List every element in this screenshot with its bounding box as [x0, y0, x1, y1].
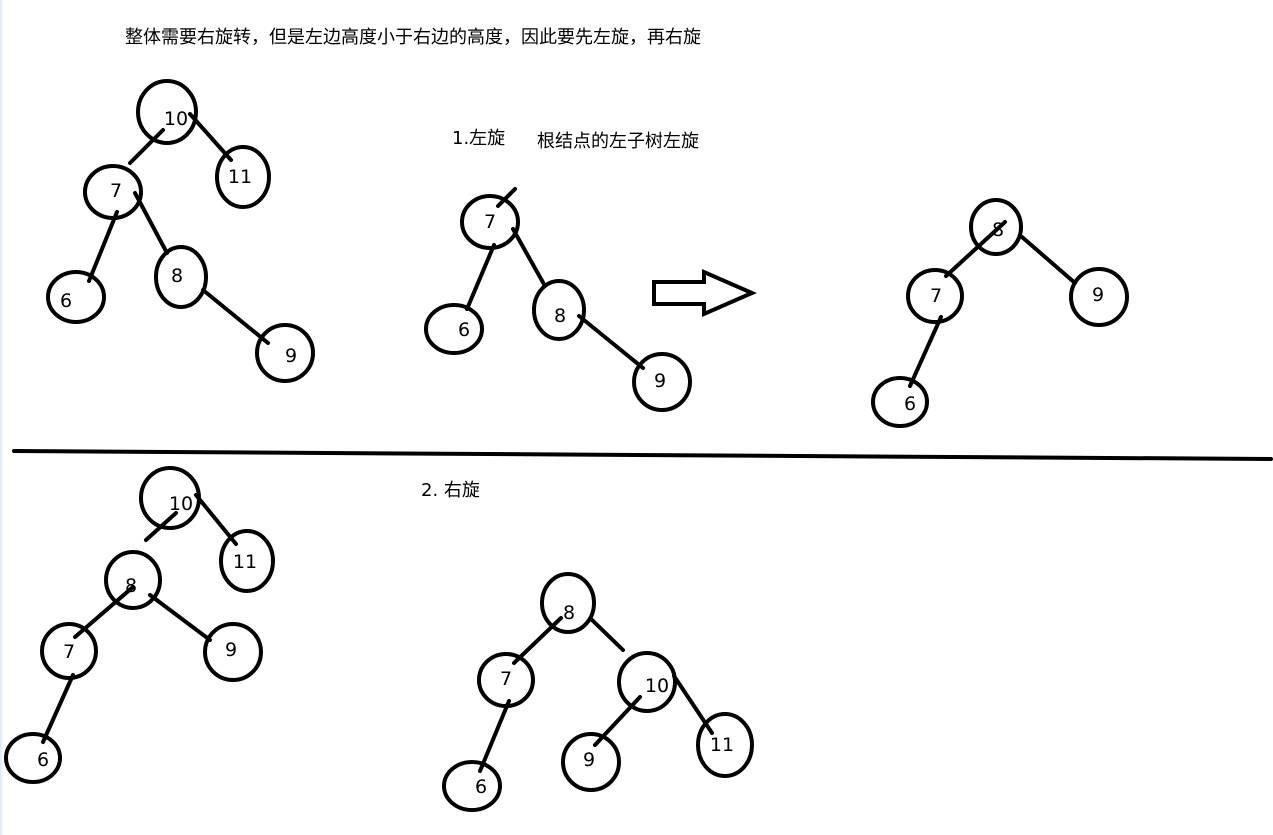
node-label: 11: [228, 166, 252, 188]
tree-edge: [577, 314, 645, 370]
node-label: 8: [554, 305, 566, 327]
tree-node: [632, 352, 692, 412]
tree-after-step1: 10 11 8 7 9 6: [4, 466, 275, 784]
node-label: 6: [475, 776, 487, 798]
node-label: 9: [583, 749, 595, 771]
node-label: 9: [225, 639, 237, 661]
node-label: 9: [654, 370, 666, 392]
tree-node: [540, 572, 596, 634]
tree-edge: [41, 673, 75, 744]
section-divider: [12, 449, 1273, 461]
node-label: 6: [60, 290, 72, 312]
step1-label: 1.左旋: [452, 128, 506, 149]
tree-node: [215, 145, 271, 209]
tree-node: [460, 194, 520, 250]
tree-node: [46, 270, 106, 324]
node-label: 11: [233, 551, 257, 573]
node-label: 9: [1092, 284, 1104, 306]
tree-node: [40, 622, 98, 680]
node-label: 7: [930, 285, 942, 307]
tree-node: [442, 760, 502, 812]
node-label: 6: [37, 749, 49, 771]
tree-final: 8 7 10 6 9 11: [442, 572, 754, 812]
tree-edge: [1020, 235, 1077, 285]
tree-node: [203, 622, 263, 682]
tree-edge: [511, 227, 547, 288]
node-label: 7: [63, 641, 75, 663]
tree-node: [139, 466, 201, 530]
page-title: 整体需要右旋转，但是左边高度小于右边的高度，因此要先左旋，再右旋: [125, 27, 701, 48]
node-label: 7: [500, 668, 512, 690]
tree-original: 10 11 7 6 8 9: [46, 79, 315, 383]
tree-node: [1069, 267, 1129, 327]
tree-node: [83, 164, 143, 220]
tree-node: [4, 732, 62, 784]
tree-left-subtree-before: 7 6 8 9: [424, 187, 692, 412]
tree-edge: [188, 112, 233, 162]
tree-node: [617, 651, 677, 713]
tree-node: [561, 732, 621, 792]
tree-edge: [465, 243, 496, 311]
tree-node: [424, 303, 484, 355]
tree-node: [104, 550, 162, 610]
tree-edge: [589, 617, 625, 652]
tree-node: [477, 652, 535, 708]
node-label: 11: [710, 734, 734, 756]
tree-edge: [87, 210, 119, 283]
node-label: 7: [110, 180, 122, 202]
tree-edge: [194, 493, 238, 546]
node-label: 10: [645, 675, 669, 697]
left-edge: [0, 0, 4, 835]
node-label: 8: [125, 575, 137, 597]
node-label: 8: [563, 602, 575, 624]
node-label: 9: [285, 345, 297, 367]
node-label: 10: [164, 108, 188, 130]
tree-node: [532, 279, 586, 341]
tree-node: [154, 245, 208, 309]
tree-edge: [128, 128, 165, 165]
tree-edge: [908, 315, 943, 388]
tree-edge: [944, 220, 1007, 278]
node-label: 7: [484, 211, 496, 233]
node-label: 10: [169, 493, 193, 515]
tree-edge: [496, 187, 517, 208]
tree-node: [871, 376, 929, 428]
tree-node: [906, 268, 964, 324]
node-label: 8: [992, 219, 1004, 241]
node-label: 6: [458, 319, 470, 341]
right-arrow: [652, 268, 757, 318]
node-label: 6: [904, 393, 916, 415]
tree-node: [136, 79, 198, 145]
tree-left-subtree-after: 8 7 9 6: [871, 198, 1129, 428]
tree-edge: [148, 593, 212, 642]
tree-node: [969, 198, 1023, 256]
node-label: 8: [171, 265, 183, 287]
tree-node: [255, 323, 315, 383]
step2-label: 2. 右旋: [421, 480, 480, 501]
tree-edge: [478, 699, 511, 773]
tree-node: [696, 712, 754, 778]
tree-edge: [201, 288, 270, 345]
step1-note: 根结点的左子树左旋: [537, 131, 699, 152]
tree-node: [219, 529, 275, 593]
